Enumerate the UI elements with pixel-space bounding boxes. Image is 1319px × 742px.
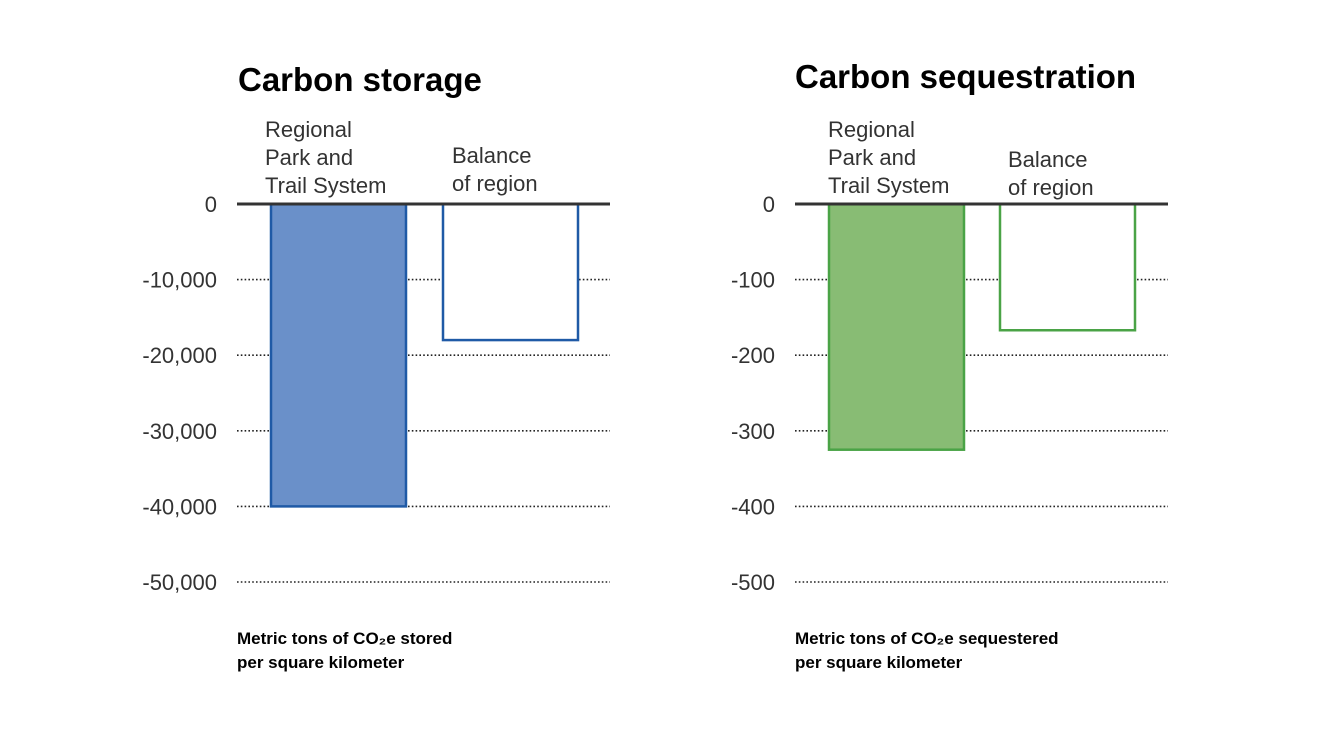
- y-tick-label: -500: [731, 570, 775, 595]
- category-label: Park and: [265, 145, 353, 170]
- y-tick-label: -400: [731, 494, 775, 519]
- y-tick-label: 0: [205, 192, 217, 217]
- category-label: Trail System: [828, 173, 949, 198]
- chart-title: Carbon storage: [238, 61, 482, 98]
- unit-note: per square kilometer: [237, 653, 405, 672]
- y-tick-label: -20,000: [142, 343, 217, 368]
- y-tick-label: 0: [763, 192, 775, 217]
- category-label: Balance: [1008, 147, 1088, 172]
- category-label: Balance: [452, 143, 532, 168]
- unit-note: Metric tons of CO₂e sequestered: [795, 629, 1059, 648]
- category-label: Park and: [828, 145, 916, 170]
- chart-panel-1: Carbon storage 0 -10,000 -20,000 -30,000 -40,…: [142, 61, 610, 672]
- unit-note: per square kilometer: [795, 653, 963, 672]
- chart-panel-2: Carbon sequestration 0 -100 -200 -300 -400 -50…: [731, 58, 1168, 672]
- category-label: Regional: [828, 117, 915, 142]
- chart-title: Carbon sequestration: [795, 58, 1136, 95]
- bar-balance-of-region: [441, 202, 580, 342]
- category-label: Regional: [265, 117, 352, 142]
- y-tick-label: -100: [731, 268, 775, 293]
- category-label: of region: [1008, 175, 1094, 200]
- y-tick-label: -300: [731, 419, 775, 444]
- y-tick-label: -200: [731, 343, 775, 368]
- y-tick-label: -40,000: [142, 494, 217, 519]
- bar-regional-park: [827, 202, 966, 451]
- category-label: of region: [452, 171, 538, 196]
- bar-balance-of-region: [998, 202, 1137, 332]
- category-label: Trail System: [265, 173, 386, 198]
- y-tick-label: -10,000: [142, 268, 217, 293]
- bar-regional-park: [269, 202, 408, 508]
- y-tick-label: -50,000: [142, 570, 217, 595]
- unit-note: Metric tons of CO₂e stored: [237, 629, 452, 648]
- y-tick-label: -30,000: [142, 419, 217, 444]
